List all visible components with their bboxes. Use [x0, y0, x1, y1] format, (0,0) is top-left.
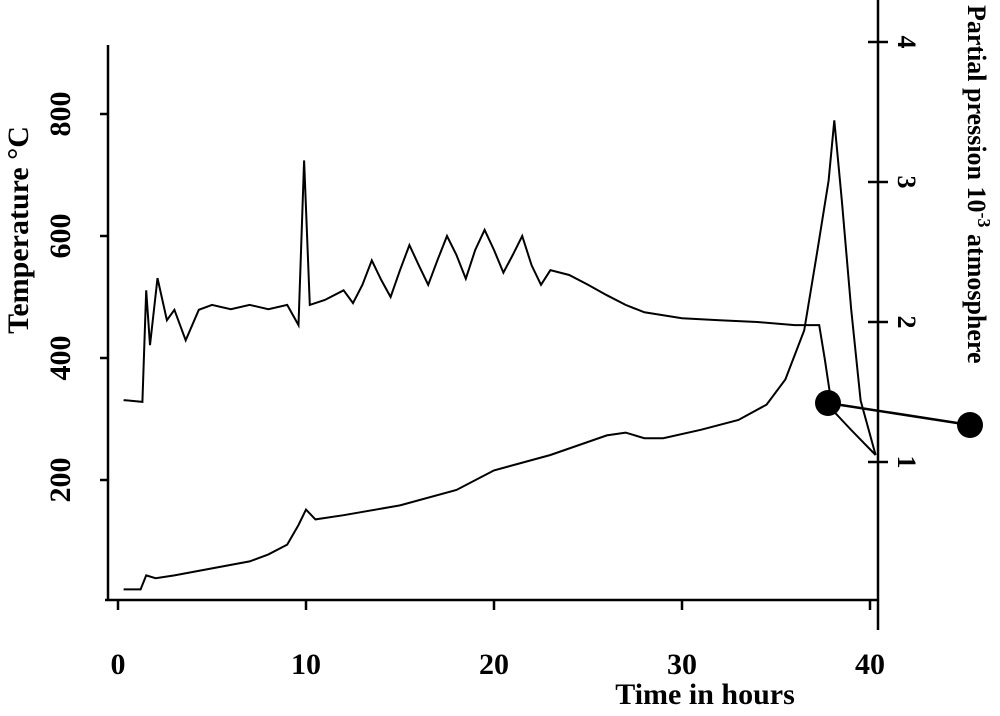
x-tick-label: 30	[667, 648, 697, 681]
pointer-dot	[815, 390, 841, 416]
y-tick-label: 200	[44, 458, 77, 503]
y2-label-unit: atmosphere	[962, 228, 991, 364]
y-axis-label: Temperature °C	[2, 126, 35, 334]
y2-tick-label: 4	[892, 36, 921, 49]
series-line	[123, 160, 877, 456]
y2-tick-label: 3	[892, 176, 921, 189]
y2-tick-label: 1	[892, 456, 921, 469]
x-axis-label: Time in hours	[615, 678, 795, 711]
y-tick-label: 800	[44, 92, 77, 137]
y2-label-sup: -3	[974, 213, 994, 228]
x-tick-label: 40	[855, 648, 885, 681]
x-tick-label: 0	[111, 648, 126, 681]
series-pointer	[815, 390, 983, 438]
x-tick-label: 10	[291, 648, 321, 681]
y-tick-label: 400	[44, 336, 77, 381]
y2-tick-label: 2	[892, 316, 921, 329]
y2-axis-label: Partial pression 10-3 atmosphere	[962, 5, 994, 364]
x-tick-label: 20	[479, 648, 509, 681]
y2-label-text: Partial pression 10	[962, 5, 991, 213]
y-tick-label: 600	[44, 214, 77, 259]
series-line	[123, 120, 877, 591]
pointer-line	[827, 401, 971, 427]
pointer-dot	[957, 412, 983, 438]
